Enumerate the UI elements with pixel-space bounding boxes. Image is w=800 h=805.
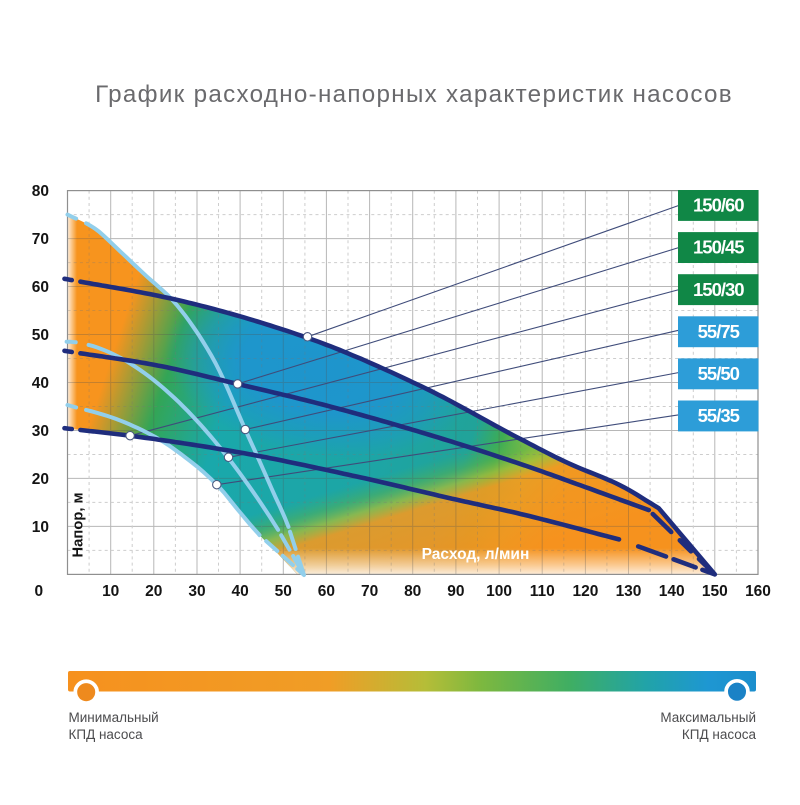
svg-text:20: 20: [32, 471, 49, 488]
svg-text:30: 30: [188, 583, 205, 600]
svg-text:130: 130: [616, 583, 642, 600]
svg-text:90: 90: [447, 583, 464, 600]
svg-text:80: 80: [404, 583, 421, 600]
svg-text:120: 120: [572, 583, 598, 600]
svg-text:50: 50: [32, 327, 49, 344]
svg-text:КПД насоса: КПД насоса: [69, 727, 144, 742]
svg-text:График расходно-напорных харак: График расходно-напорных характеристик н…: [95, 81, 733, 108]
svg-text:10: 10: [32, 519, 49, 536]
svg-text:80: 80: [32, 183, 49, 200]
svg-text:150: 150: [702, 583, 728, 600]
svg-text:55/35: 55/35: [698, 405, 740, 426]
svg-text:40: 40: [231, 583, 248, 600]
svg-text:60: 60: [318, 583, 335, 600]
svg-text:150/60: 150/60: [693, 195, 744, 216]
svg-text:60: 60: [32, 279, 49, 296]
svg-text:0: 0: [34, 583, 43, 600]
svg-text:Минимальный: Минимальный: [69, 710, 159, 725]
svg-text:Максимальный: Максимальный: [660, 710, 756, 725]
svg-text:20: 20: [145, 583, 162, 600]
svg-text:70: 70: [361, 583, 378, 600]
svg-text:140: 140: [659, 583, 685, 600]
svg-text:Расход, л/мин: Расход, л/мин: [422, 546, 530, 563]
svg-text:30: 30: [32, 423, 49, 440]
svg-text:55/50: 55/50: [698, 363, 740, 384]
svg-text:70: 70: [32, 231, 49, 248]
svg-text:160: 160: [745, 583, 771, 600]
svg-text:110: 110: [530, 583, 555, 600]
svg-text:КПД насоса: КПД насоса: [682, 727, 757, 742]
svg-text:55/75: 55/75: [698, 321, 740, 342]
svg-text:10: 10: [102, 583, 119, 600]
svg-text:40: 40: [32, 375, 49, 392]
svg-text:100: 100: [486, 583, 512, 600]
svg-text:50: 50: [275, 583, 292, 600]
svg-text:150/45: 150/45: [693, 237, 744, 258]
svg-text:150/30: 150/30: [693, 279, 744, 300]
svg-text:Напор, м: Напор, м: [71, 492, 87, 557]
